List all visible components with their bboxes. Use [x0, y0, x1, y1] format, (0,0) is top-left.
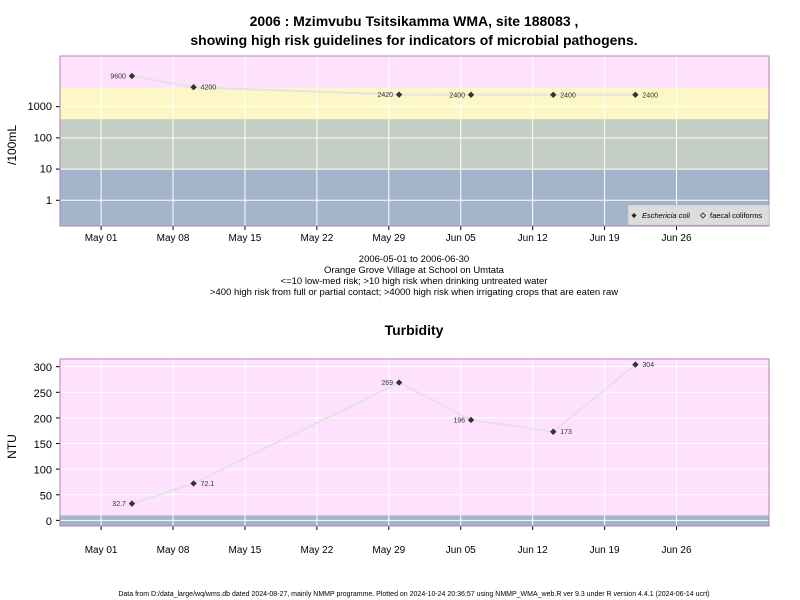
x-tick-label: May 15 [229, 233, 262, 244]
data-point [395, 379, 403, 386]
y-tick-label: 200 [34, 413, 52, 425]
data-label: 269 [381, 380, 393, 387]
y-tick-label: 250 [34, 388, 52, 400]
x-tick-label: May 29 [372, 545, 405, 556]
y-tick-label: 10 [40, 164, 52, 176]
data-label: 173 [560, 429, 572, 436]
data-point [467, 91, 475, 98]
data-point [632, 91, 639, 98]
data-label: 2400 [449, 92, 465, 99]
data-label: 2420 [378, 92, 394, 99]
x-tick-label: Jun 05 [446, 545, 476, 556]
y-tick-label: 1000 [28, 101, 52, 113]
data-label: 32.7 [112, 501, 126, 508]
x-tick-label: Jun 19 [590, 545, 620, 556]
y-axis-label: NTU [5, 434, 19, 459]
x-tick-label: Jun 12 [518, 233, 548, 244]
plot-frame [59, 358, 770, 527]
data-point [190, 84, 197, 91]
risk-band-2 [60, 87, 769, 120]
data-point [550, 428, 557, 435]
x-tick-label: May 01 [85, 233, 118, 244]
risk-band-3 [60, 56, 769, 88]
x-tick-label: Jun 19 [590, 233, 620, 244]
subtitle-line-1: 2006-05-01 to 2006-06-30 [359, 254, 469, 265]
subtitle-line-3: <=10 low-med risk; >10 high risk when dr… [281, 276, 548, 287]
data-label: 304 [642, 362, 654, 369]
turbidity-title: Turbidity [385, 322, 444, 338]
data-point [395, 91, 403, 98]
turbidity-panel: May 01 May 08 May 15 May 22 May 29 Jun 05 Jun … [5, 358, 770, 556]
legend-marker-faecal [699, 212, 707, 219]
data-point [128, 500, 136, 507]
chart-title-line2: showing high risk guidelines for indicat… [190, 32, 637, 48]
legend-label-ecoli: Eschericia coli [642, 211, 690, 220]
data-point [550, 91, 557, 98]
y-tick-label: 1 [46, 195, 52, 207]
y-tick-label: 100 [34, 132, 52, 144]
y-tick-label: 100 [34, 465, 52, 477]
subtitle-line-4: >400 high risk from full or partial cont… [210, 287, 618, 298]
x-tick-label: Jun 12 [518, 545, 548, 556]
x-tick-label: May 22 [300, 233, 333, 244]
footer-note: Data from D:/data_large/wq/wms.db dated … [118, 591, 709, 598]
chart-title-line1: 2006 : Mzimvubu Tsitsikamma WMA, site 18… [250, 13, 579, 29]
data-point [467, 416, 475, 424]
data-point [632, 361, 639, 368]
trend-line [131, 75, 636, 96]
data-point [190, 480, 197, 487]
y-tick-label: 300 [34, 362, 52, 374]
legend-marker-ecoli [631, 213, 637, 218]
x-tick-label: May 15 [229, 545, 262, 556]
x-tick-label: Jun 26 [662, 545, 692, 556]
legend-box [627, 204, 770, 226]
data-point [128, 72, 136, 80]
x-tick-label: Jun 26 [662, 233, 692, 244]
plot-frame [59, 55, 770, 227]
data-label: 9600 [110, 74, 126, 81]
data-label: 196 [453, 417, 465, 424]
x-tick-label: May 08 [157, 545, 190, 556]
x-tick-label: May 08 [157, 233, 190, 244]
data-label: 2400 [642, 92, 658, 99]
x-tick-label: May 01 [85, 545, 118, 556]
data-label: 4200 [201, 85, 217, 92]
data-label: 72.1 [201, 481, 215, 488]
risk-band-1 [60, 119, 769, 170]
x-tick-label: Jun 05 [446, 233, 476, 244]
subtitle-line-2: Orange Grove Village at School on Umtata [324, 265, 505, 276]
y-tick-label: 150 [34, 439, 52, 451]
x-tick-label: May 22 [300, 545, 333, 556]
trend-line [131, 363, 637, 505]
microbial-panel: May 01 May 08 May 15 May 22 May 29 Jun 05 Jun … [5, 55, 770, 244]
data-label: 2400 [560, 92, 576, 99]
y-tick-label: 50 [40, 490, 52, 502]
x-tick-label: May 29 [372, 233, 405, 244]
legend-label-faecal: faecal coliforms [710, 211, 762, 220]
y-tick-label: 0 [46, 516, 52, 528]
y-axis-label: /100mL [5, 125, 19, 165]
